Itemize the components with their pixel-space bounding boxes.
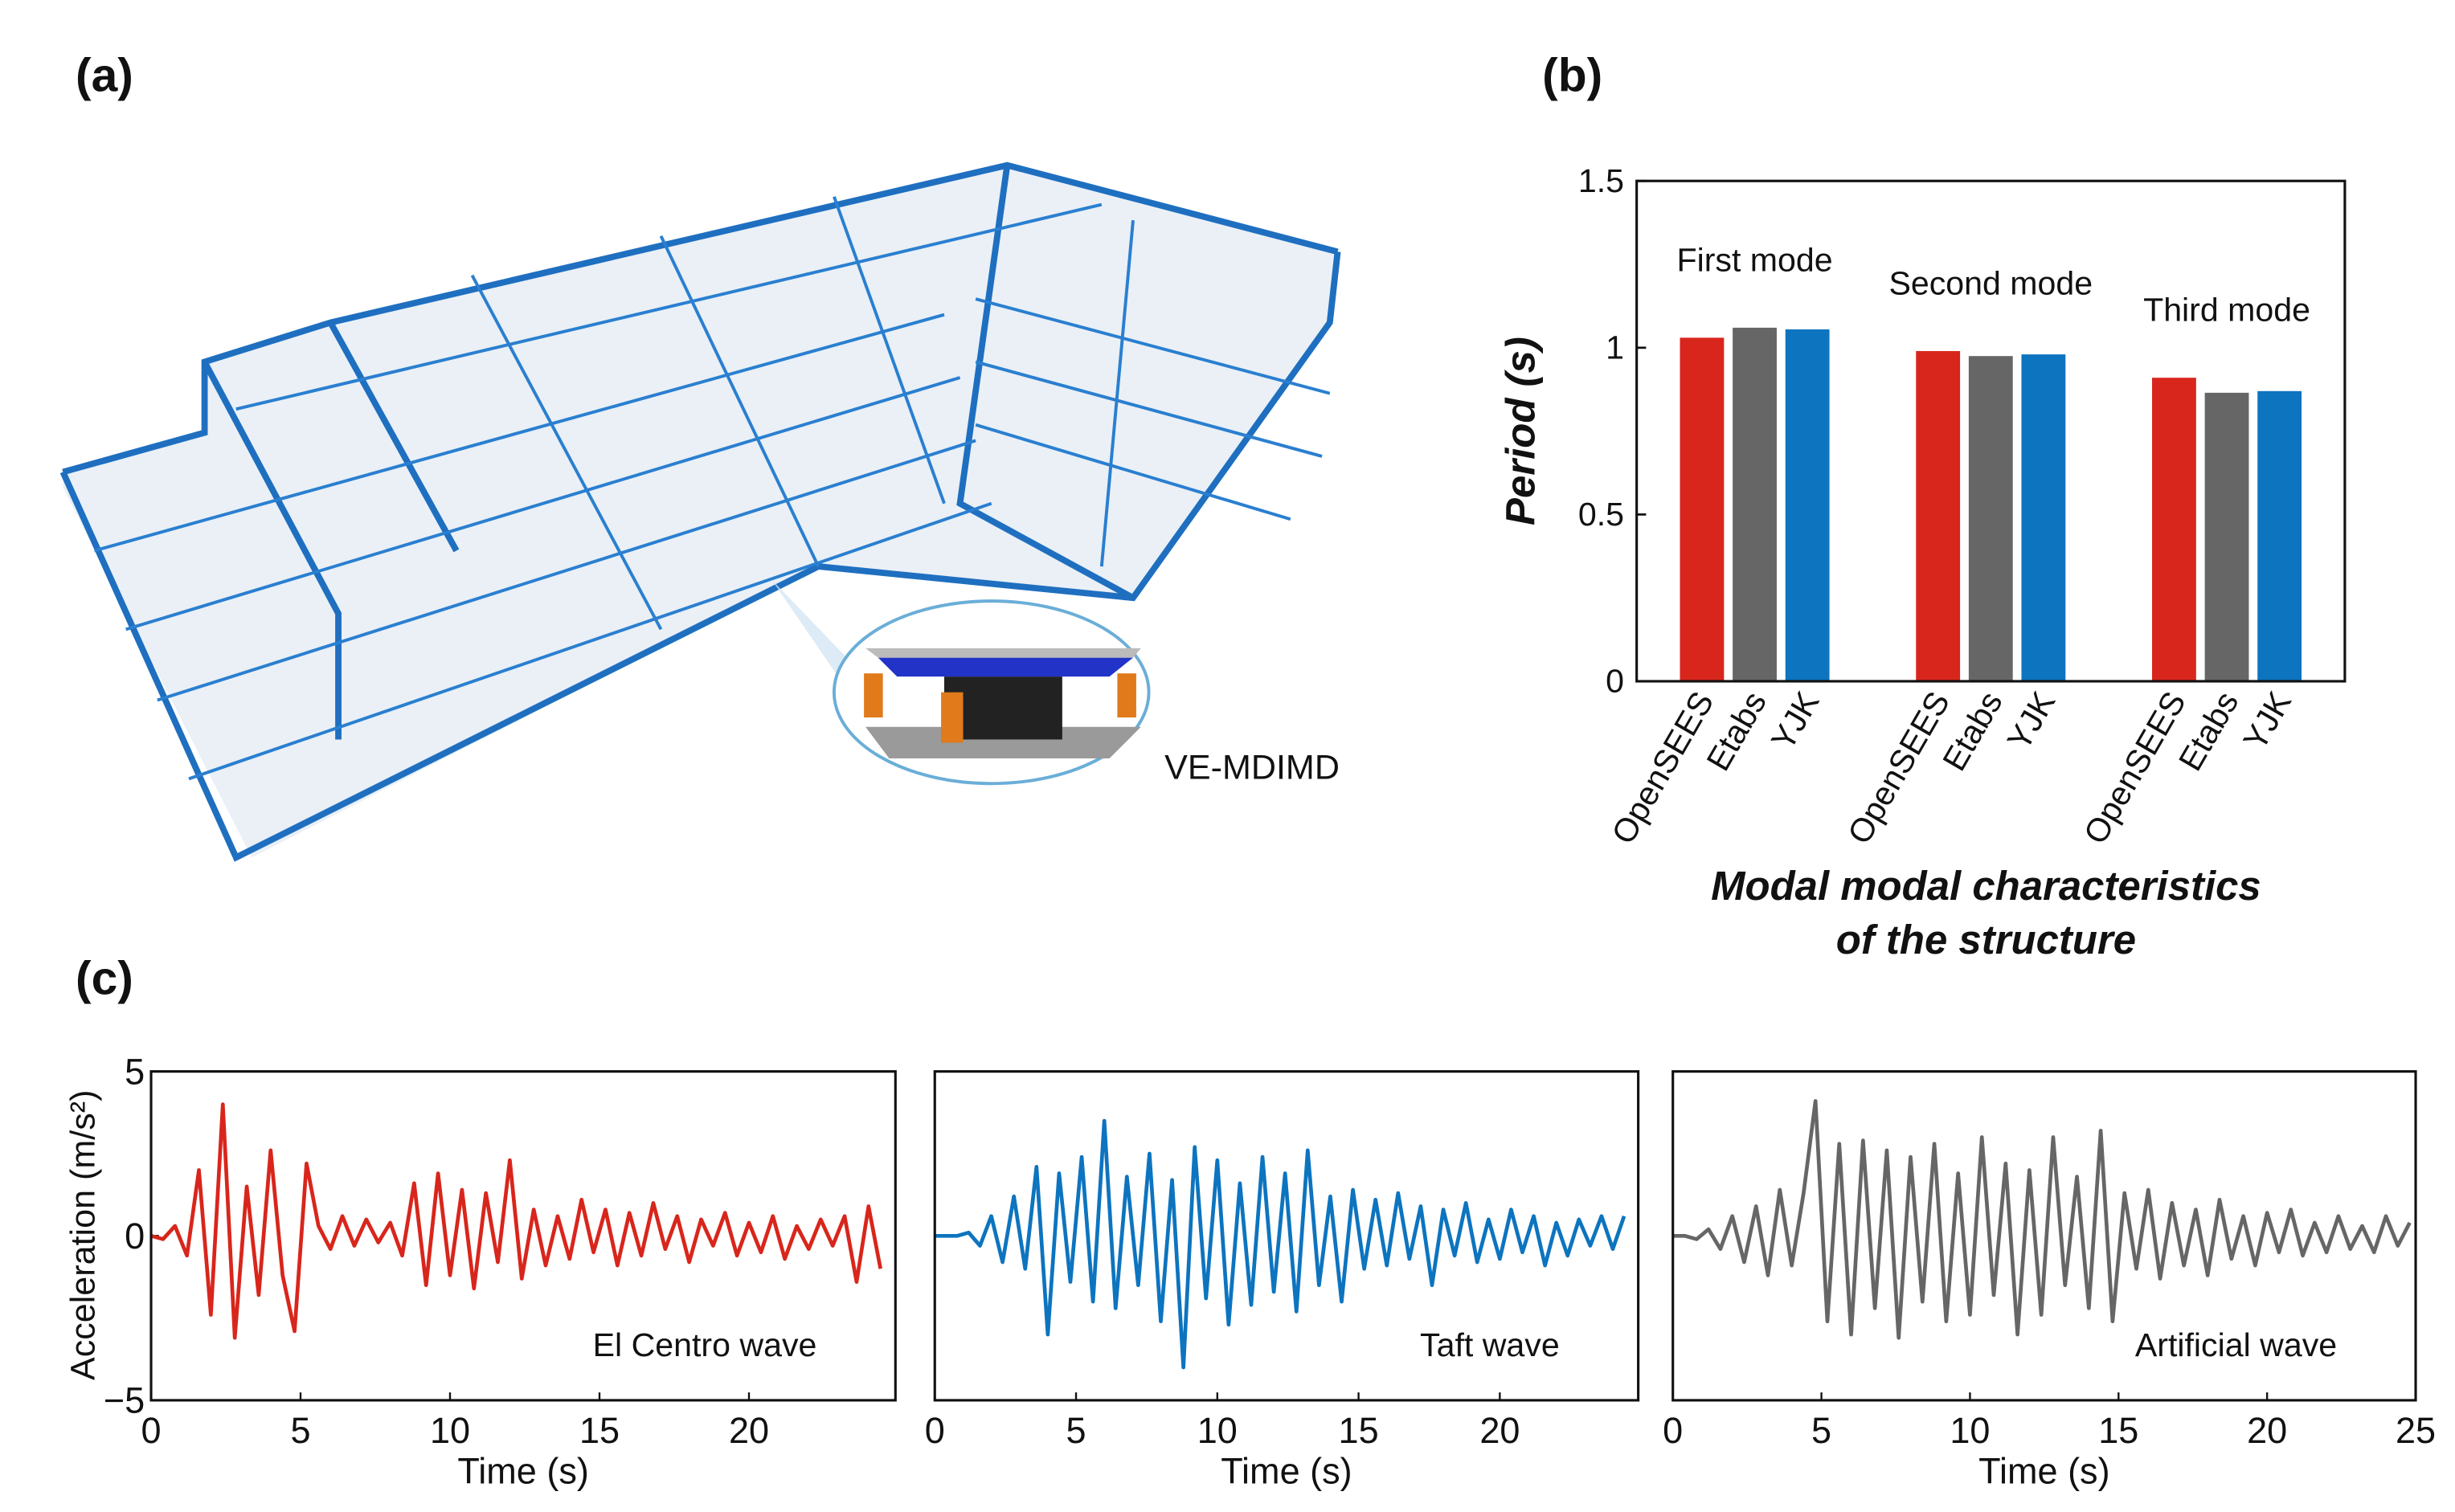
y-tick-label: 1.5	[1578, 162, 1624, 199]
x-tick-label: 15	[579, 1410, 620, 1451]
plot-frame	[1671, 1070, 2417, 1402]
x-tick-label: OpenSEES	[1604, 685, 1721, 850]
wave-line	[150, 1102, 882, 1340]
x-axis-title: Time (s)	[1221, 1451, 1352, 1492]
bar	[1733, 327, 1777, 681]
x-tick-label: 5	[290, 1410, 310, 1451]
x-tick-label: OpenSEES	[1840, 685, 1957, 850]
group-label: First mode	[1676, 241, 1832, 278]
building-illustration	[59, 161, 1341, 862]
bar	[1785, 329, 1830, 681]
bar	[2257, 390, 2302, 681]
x-axis-title: Modal modal characteristics	[1711, 863, 2261, 909]
x-axis-title: of the structure	[1836, 917, 2136, 962]
panel-label: (c)	[76, 953, 133, 1005]
y-tick-label: −5	[104, 1380, 145, 1421]
plot-frame	[933, 1070, 1640, 1402]
y-tick-label: 5	[125, 1051, 145, 1092]
x-tick-label: OpenSEES	[2077, 685, 2193, 850]
x-tick-label: 10	[1950, 1410, 1990, 1451]
x-tick-label: 0	[925, 1410, 945, 1451]
x-tick-label: 20	[1479, 1410, 1520, 1451]
group-label: Third mode	[2143, 292, 2310, 329]
bar	[1916, 350, 1961, 681]
x-axis-title: Time (s)	[1978, 1451, 2109, 1492]
device-label: VE-MDIMD	[1164, 748, 1340, 787]
annotation: Taft wave	[1420, 1326, 1560, 1363]
x-axis-title: Time (s)	[457, 1451, 588, 1492]
bar	[2204, 392, 2249, 681]
y-tick-label: 0	[1606, 663, 1624, 700]
y-tick-label: 0	[125, 1216, 145, 1257]
bar	[1968, 356, 2013, 681]
x-tick-label: YJK	[2000, 685, 2063, 756]
y-axis-title: Period (s)	[1497, 337, 1543, 525]
x-tick-label: 0	[141, 1410, 161, 1451]
annotation: Artificial wave	[2135, 1326, 2337, 1363]
x-tick-label: 5	[1811, 1410, 1831, 1451]
x-tick-label: 10	[430, 1410, 470, 1451]
x-tick-label: 20	[2247, 1410, 2287, 1451]
x-tick-label: 5	[1066, 1410, 1086, 1451]
x-tick-label: YJK	[2236, 685, 2299, 756]
x-tick-label: 15	[2098, 1410, 2138, 1451]
wave-line	[935, 1118, 1626, 1370]
x-tick-label: 0	[1663, 1410, 1683, 1451]
bar	[1680, 337, 1725, 681]
plot-frame	[149, 1070, 897, 1402]
x-tick-label: 15	[1339, 1410, 1379, 1451]
y-tick-label: 0.5	[1578, 496, 1624, 533]
y-axis-title: Acceleration (m/s²)	[64, 1090, 103, 1380]
bar	[2021, 354, 2066, 681]
wave-line	[1672, 1099, 2412, 1340]
y-tick-label: 1	[1606, 329, 1624, 366]
plot-frame	[1635, 179, 2347, 683]
annotation: El Centro wave	[593, 1326, 817, 1363]
panel-label: (a)	[76, 50, 133, 102]
x-tick-label: 10	[1197, 1410, 1238, 1451]
x-tick-label: YJK	[1764, 685, 1827, 756]
group-label: Second mode	[1888, 264, 2093, 301]
bar	[2152, 378, 2196, 681]
x-tick-label: 20	[729, 1410, 769, 1451]
x-tick-label: 25	[2396, 1410, 2436, 1451]
panel-label: (b)	[1542, 50, 1602, 102]
